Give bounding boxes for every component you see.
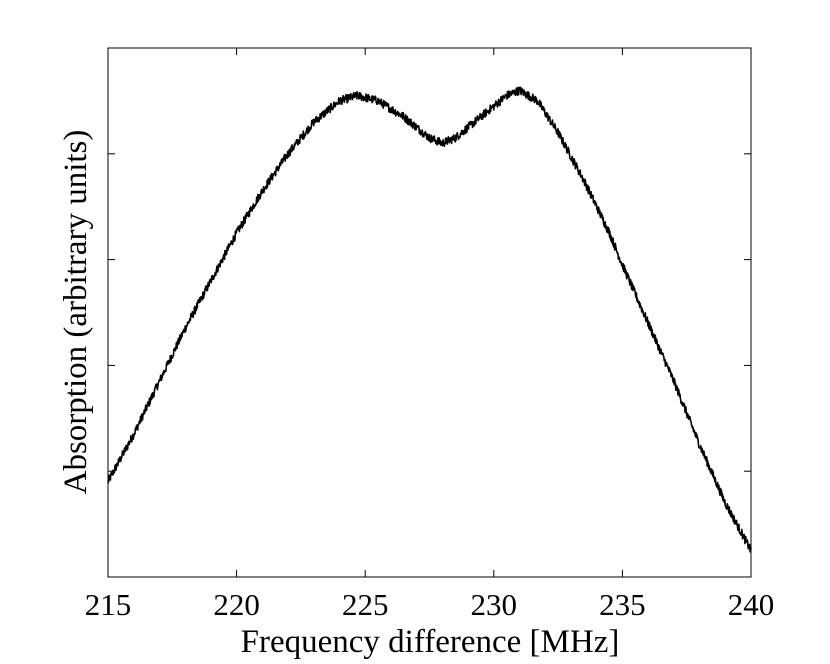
- x-tick-label: 230: [471, 587, 518, 622]
- x-tick-label: 215: [85, 587, 132, 622]
- plot-frame: [107, 47, 752, 578]
- x-tick-label: 225: [342, 587, 389, 622]
- x-tick-labels: 215 220 225 230 235 240: [85, 587, 775, 622]
- x-tick-label: 235: [599, 587, 646, 622]
- absorption-series-line: [107, 86, 752, 553]
- x-tick-label: 240: [728, 587, 775, 622]
- x-tick-label: 220: [213, 587, 260, 622]
- x-axis-title: Frequency difference [MHz]: [241, 624, 620, 660]
- tick-marks: [107, 48, 752, 577]
- y-axis-title: Absorption (arbitrary units): [58, 130, 94, 495]
